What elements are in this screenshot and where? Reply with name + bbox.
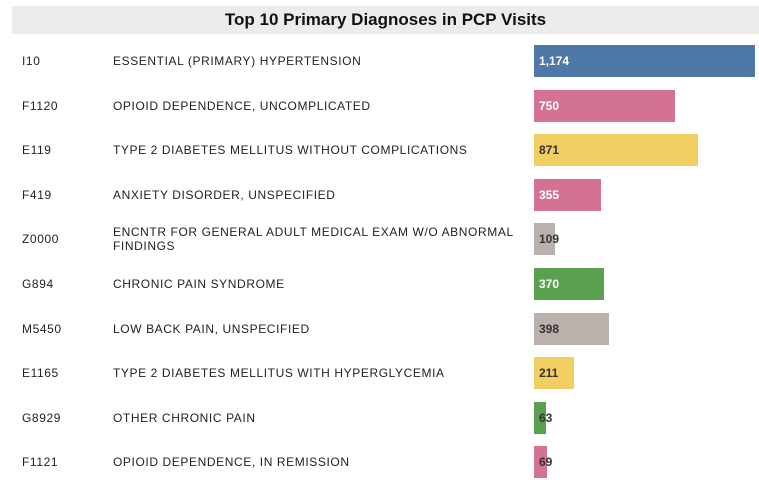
- bar: [534, 45, 755, 77]
- bar: [534, 401, 546, 434]
- diagnosis-description: ESSENTIAL (PRIMARY) HYPERTENSION: [113, 54, 362, 68]
- diagnosis-code: Z0000: [22, 232, 60, 247]
- bar: [534, 178, 601, 211]
- diagnosis-description: TYPE 2 DIABETES MELLITUS WITHOUT COMPLIC…: [113, 143, 468, 158]
- value-label: 69: [539, 455, 553, 470]
- bar: [534, 357, 574, 390]
- diagnosis-description: LOW BACK PAIN, UNSPECIFIED: [113, 321, 310, 336]
- diagnosis-description: OPIOID DEPENDENCE, IN REMISSION: [113, 455, 350, 470]
- bar: [534, 268, 604, 300]
- value-label: 871: [539, 143, 560, 158]
- diagnosis-description: OTHER CHRONIC PAIN: [113, 410, 256, 425]
- diagnosis-code: F419: [22, 187, 52, 202]
- value-label: 211: [539, 366, 559, 381]
- value-label: 109: [539, 232, 560, 247]
- bar: [534, 446, 547, 479]
- diagnosis-description: OPIOID DEPENDENCE, UNCOMPLICATED: [113, 98, 371, 113]
- diagnosis-code: M5450: [22, 321, 62, 336]
- bar: [534, 134, 698, 167]
- diagnosis-code: F1120: [22, 98, 59, 113]
- diagnosis-code: F1121: [22, 455, 59, 470]
- diagnosis-code: G894: [22, 277, 54, 291]
- value-label: 750: [539, 98, 560, 113]
- diagnosis-code: G8929: [22, 410, 62, 425]
- diagnosis-description: CHRONIC PAIN SYNDROME: [113, 277, 285, 291]
- diagnosis-code: E1165: [22, 366, 59, 381]
- bar: [534, 312, 609, 345]
- chart-title: Top 10 Primary Diagnoses in PCP Visits: [12, 6, 759, 34]
- diagnosis-description: TYPE 2 DIABETES MELLITUS WITH HYPERGLYCE…: [113, 366, 445, 381]
- value-label: 63: [539, 410, 553, 425]
- value-label: 355: [539, 187, 560, 202]
- diagnosis-description: ENCNTR FOR GENERAL ADULT MEDICAL EXAM W/…: [113, 225, 514, 254]
- diagnosis-description: ANXIETY DISORDER, UNSPECIFIED: [113, 187, 336, 202]
- value-label: 398: [539, 321, 560, 336]
- bar: [534, 223, 555, 256]
- diagnosis-code: I10: [22, 54, 41, 68]
- value-label: 1,174: [539, 54, 570, 68]
- bar: [534, 89, 676, 122]
- value-label: 370: [539, 277, 560, 291]
- diagnosis-code: E119: [22, 143, 52, 158]
